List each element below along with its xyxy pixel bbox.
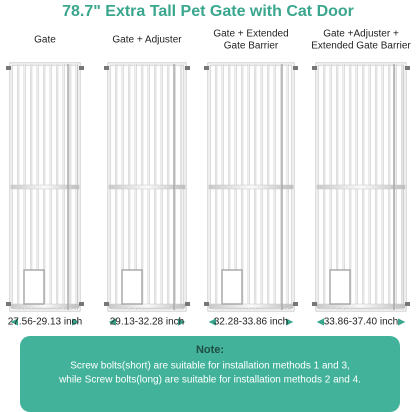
note-line: Screw bolts(short) are suitable for inst…	[70, 361, 350, 372]
mount	[312, 66, 317, 70]
column-label: Gate + Extended	[213, 29, 288, 40]
measurement: 27.56-29.13 inch	[8, 317, 83, 328]
column-label: Gate Barrier	[224, 41, 279, 52]
measure-bg	[116, 315, 178, 329]
mount	[204, 302, 209, 306]
measure-bg	[216, 315, 286, 329]
note-box	[20, 336, 400, 412]
gate-rail	[108, 184, 186, 190]
mount	[312, 302, 317, 306]
measure-bg	[324, 315, 398, 329]
mount	[104, 302, 109, 306]
measure-bg	[18, 315, 72, 329]
gate-rail	[10, 184, 80, 190]
cat-door	[329, 269, 351, 305]
cat-door	[121, 269, 143, 305]
columns: Gate 27.56-29.13 inch Gate + Adjuster 29.13…	[6, 29, 411, 329]
mount	[79, 302, 84, 306]
note-title: Note:	[196, 344, 224, 356]
cat-door	[23, 269, 45, 305]
gate-rail	[10, 303, 80, 309]
mount	[6, 302, 11, 306]
mount	[185, 66, 190, 70]
mount	[405, 302, 410, 306]
measurement: 32.28-33.86 inch	[214, 317, 289, 328]
gate-rail	[316, 184, 406, 190]
note-line: while Screw bolts(long) are suitable for…	[58, 375, 361, 386]
mount	[293, 302, 298, 306]
mount	[204, 66, 209, 70]
mount	[6, 66, 11, 70]
gate-rail	[208, 184, 294, 190]
column-label: Gate + Adjuster	[112, 35, 182, 46]
title: 78.7" Extra Tall Pet Gate with Cat Door	[62, 3, 354, 20]
mount	[405, 66, 410, 70]
mount	[79, 66, 84, 70]
column-label: Extended Gate Barrier	[311, 41, 411, 52]
measurement: 33.86-37.40 inch	[324, 317, 399, 328]
mount	[293, 66, 298, 70]
cat-door	[221, 269, 243, 305]
mount	[185, 302, 190, 306]
measurement: 29.13-32.28 inch	[110, 317, 185, 328]
mount	[104, 66, 109, 70]
column-label: Gate +Adjuster +	[323, 29, 399, 40]
column-label: Gate	[34, 35, 56, 46]
